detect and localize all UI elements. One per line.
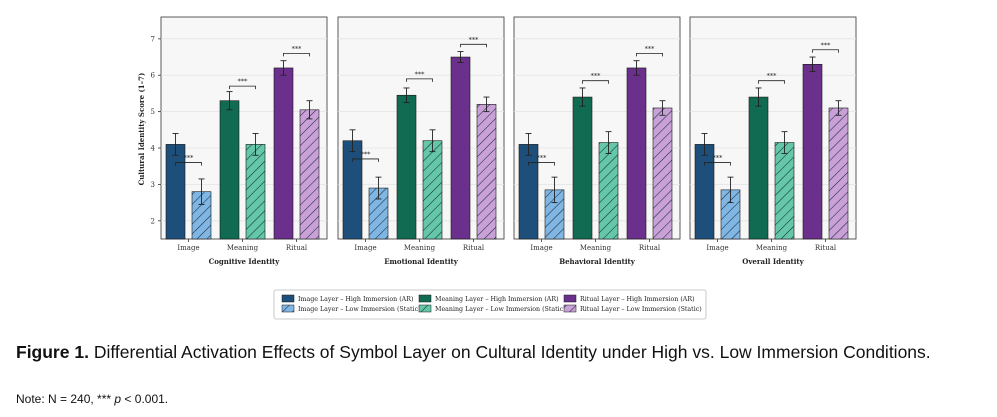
significance-label: *** [238, 78, 249, 86]
bar-high-meaning [748, 96, 769, 240]
legend: Image Layer – High Immersion (AR) Meaning… [273, 289, 707, 320]
significance-label: *** [361, 150, 372, 158]
significance-bracket [406, 78, 433, 82]
legend-entry: Ritual Layer – High Immersion (AR) [580, 296, 695, 303]
panel-frame [513, 16, 681, 240]
x-tick-label: Ritual [463, 244, 485, 252]
significance-bracket [528, 162, 555, 166]
note-prefix: Note: N = 240, [16, 392, 98, 406]
y-tick-label: 3 [151, 181, 155, 189]
panel-4: *** Image *** Meaning *** Ritual Overall Ident… [689, 16, 857, 266]
panel-title: Behavioral Identity [559, 257, 636, 266]
bar-high-ritual [273, 67, 294, 240]
bar-high-image [165, 144, 186, 240]
x-tick-label: Ritual [639, 244, 661, 252]
legend-swatch [418, 294, 432, 303]
y-tick-label: 6 [151, 72, 156, 80]
note-suffix: < 0.001. [121, 392, 169, 406]
panel-1: 2 3 4 5 6 7 *** Image *** Meaning *** Ritual Cogniti… [151, 16, 328, 266]
legend-swatch [563, 294, 577, 303]
bar-high-ritual [450, 56, 471, 240]
significance-label: *** [469, 36, 480, 44]
bar-low-ritual [476, 104, 497, 240]
legend-swatch [418, 304, 432, 313]
legend-swatch [281, 304, 295, 313]
panel-frame [160, 16, 328, 240]
legend-entry: Ritual Layer – Low Immersion (Static) [580, 306, 702, 313]
bar-low-meaning [245, 144, 266, 240]
x-tick-label: Meaning [227, 244, 259, 252]
x-tick-label: Ritual [815, 244, 837, 252]
significance-bracket [812, 49, 839, 53]
figure-caption-text: Differential Activation Effects of Symbo… [93, 342, 931, 362]
legend-swatch [563, 304, 577, 313]
x-tick-label: Meaning [756, 244, 788, 252]
legend-frame [273, 289, 707, 320]
bar-chart: 2 3 4 5 6 7 *** Image *** Meaning *** Ritual Cogniti… [137, 16, 857, 320]
legend-entry: Meaning Layer – High Immersion (AR) [435, 296, 559, 303]
bar-high-meaning [396, 94, 417, 240]
x-tick-label: Image [177, 244, 199, 252]
panel-frame [337, 16, 505, 240]
significance-bracket [636, 52, 663, 57]
significance-bracket [582, 80, 609, 84]
significance-bracket [460, 43, 487, 48]
y-tick-label: 5 [151, 108, 155, 116]
significance-label: *** [821, 41, 832, 49]
significance-bracket [704, 162, 731, 166]
bar-low-meaning [598, 142, 619, 240]
panel-frame [689, 16, 857, 240]
x-tick-label: Ritual [286, 244, 308, 252]
bar-high-image [518, 144, 539, 240]
bar-high-image [694, 144, 715, 240]
panel-title: Emotional Identity [384, 257, 459, 266]
significance-label: *** [591, 72, 602, 80]
significance-label: *** [767, 72, 778, 80]
significance-label: *** [415, 70, 426, 78]
figure-note: Note: N = 240, *** p < 0.001. [16, 392, 981, 406]
bar-low-ritual [299, 109, 320, 240]
x-tick-label: Image [706, 244, 728, 252]
panel-title: Cognitive Identity [209, 257, 281, 266]
y-tick-label: 7 [151, 35, 155, 43]
bar-low-meaning [774, 142, 795, 240]
note-stars: *** [97, 392, 112, 406]
bar-low-meaning [422, 140, 443, 240]
bar-high-ritual [626, 67, 647, 240]
significance-bracket [283, 52, 310, 57]
x-tick-label: Image [530, 244, 552, 252]
panel-2: *** Image *** Meaning *** Ritual Emotional Ide… [337, 16, 505, 266]
figure-label: Figure 1. [16, 342, 89, 362]
legend-entry: Meaning Layer – Low Immersion (Static) [435, 306, 566, 313]
bar-low-ritual [828, 107, 849, 240]
y-tick-label: 2 [151, 217, 155, 225]
y-axis-label: Cultural Identity Score (1–7) [137, 73, 146, 186]
legend-swatch [281, 294, 295, 303]
significance-label: *** [292, 45, 303, 53]
significance-bracket [229, 85, 256, 90]
significance-label: *** [645, 45, 656, 53]
note-p: p [114, 392, 122, 406]
significance-bracket [352, 158, 379, 162]
significance-label: *** [184, 154, 195, 162]
y-tick-label: 4 [151, 145, 156, 153]
bar-high-meaning [219, 100, 240, 240]
bar-high-ritual [802, 64, 823, 240]
significance-bracket [758, 80, 785, 84]
significance-label: *** [537, 154, 548, 162]
significance-label: *** [713, 154, 724, 162]
x-tick-label: Image [354, 244, 376, 252]
legend-entry: Image Layer – Low Immersion (Static) [298, 306, 421, 313]
figure-caption: Figure 1. Differential Activation Effect… [16, 341, 981, 364]
bar-low-ritual [652, 107, 673, 240]
x-tick-label: Meaning [404, 244, 436, 252]
bar-high-image [342, 140, 363, 240]
significance-bracket [175, 162, 202, 166]
x-tick-label: Meaning [580, 244, 612, 252]
panel-title: Overall Identity [742, 257, 804, 266]
legend-entry: Image Layer – High Immersion (AR) [298, 296, 413, 303]
bar-high-meaning [572, 96, 593, 240]
